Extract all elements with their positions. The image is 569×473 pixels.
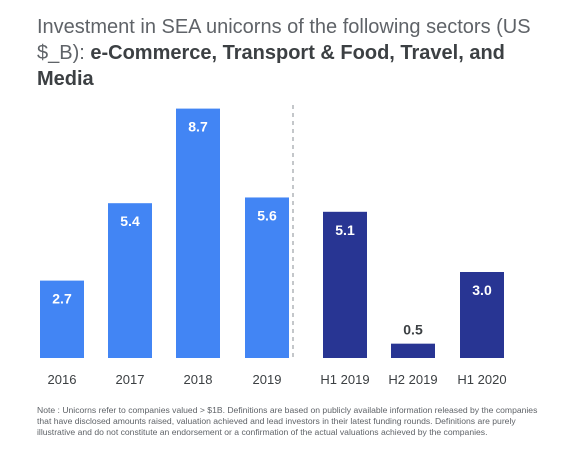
value-label-2019: 5.6	[257, 207, 277, 223]
x-tick-label-h1-2019: H1 2019	[320, 372, 369, 387]
bar-2017	[108, 203, 152, 358]
value-label-2017: 5.4	[120, 213, 140, 229]
bar-2019	[245, 197, 289, 358]
chart-title-highlight: e-Commerce, Transport & Food, Travel, an…	[37, 42, 505, 90]
x-tick-label-2019: 2019	[253, 372, 282, 387]
chart-title: Investment in SEA unicorns of the follow…	[37, 14, 557, 92]
x-tick-label-h1-2020: H1 2020	[457, 372, 506, 387]
bar-2018	[176, 108, 220, 358]
x-tick-label-2018: 2018	[184, 372, 213, 387]
chart-title-prefix: Investment in SEA unicorns of the follow…	[37, 16, 531, 64]
footnote: Note : Unicorns refer to companies value…	[37, 405, 538, 437]
bar-h1-2020	[460, 272, 504, 358]
bar-2016	[40, 280, 84, 358]
x-tick-label-2017: 2017	[116, 372, 145, 387]
value-label-h1-2019: 5.1	[335, 222, 355, 238]
value-label-h1-2020: 3.0	[472, 282, 492, 298]
bar-chart: 2.7 2016 5.4 2017 8.7 2018 5.6 2019 5.1 H1 2019 0.…	[40, 105, 507, 387]
value-label-2018: 8.7	[188, 119, 208, 135]
x-tick-label-2016: 2016	[48, 372, 77, 387]
x-tick-label-h2-2019: H2 2019	[388, 372, 437, 387]
value-label-2016: 2.7	[52, 291, 72, 307]
bar-h1-2019	[323, 211, 367, 358]
value-label-h2-2019: 0.5	[403, 322, 423, 338]
bar-h2-2019	[391, 343, 435, 358]
